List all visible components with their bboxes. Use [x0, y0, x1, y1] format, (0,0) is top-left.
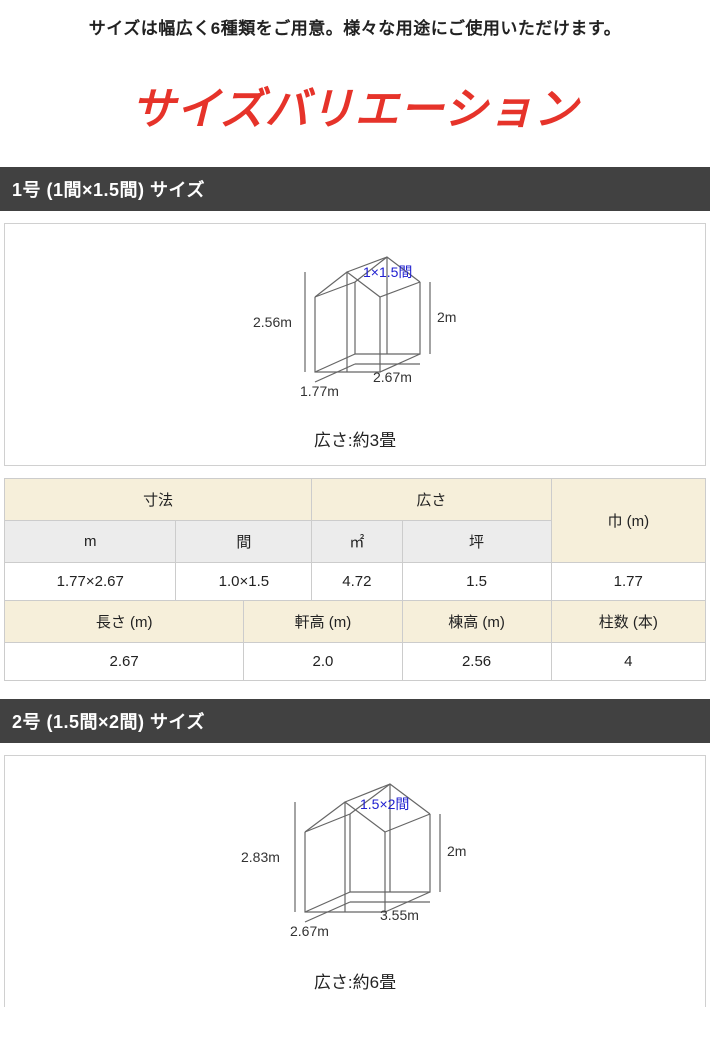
depth-2: 2.67m — [290, 923, 329, 939]
val-len: 2.67 — [5, 643, 244, 681]
val-m2: 4.72 — [312, 563, 402, 601]
val-m: 1.77×2.67 — [5, 563, 176, 601]
height-left-2: 2.83m — [241, 849, 280, 865]
sub-m2: ㎡ — [312, 521, 402, 563]
tent-diagram-size2: 1.5×2間 2.83m 2m 2.67m 3.55m — [195, 774, 515, 954]
hdr-ridge: 棟高 (m) — [402, 601, 551, 643]
area-caption-1: 広さ:約3畳 — [15, 426, 695, 451]
val-eave: 2.0 — [244, 643, 402, 681]
spec-table-size1: 寸法 広さ 巾 (m) m 間 ㎡ 坪 1.77×2.67 1.0×1.5 4.… — [4, 478, 706, 681]
hdr-posts: 柱数 (本) — [551, 601, 705, 643]
depth-1: 1.77m — [300, 383, 339, 399]
tent-diagram-size1: 1×1.5間 2.56m 2m 1.77m 2.67m — [205, 242, 505, 412]
hdr-eave: 軒高 (m) — [244, 601, 402, 643]
hdr-dim: 寸法 — [5, 479, 312, 521]
page-title: サイズバリエーション — [0, 49, 710, 167]
section-bar-size1: 1号 (1間×1.5間) サイズ — [0, 167, 710, 211]
hdr-area: 広さ — [312, 479, 551, 521]
val-posts: 4 — [551, 643, 705, 681]
sub-ken: 間 — [176, 521, 312, 563]
val-ken: 1.0×1.5 — [176, 563, 312, 601]
val-tsubo: 1.5 — [402, 563, 551, 601]
sub-tsubo: 坪 — [402, 521, 551, 563]
hdr-len: 長さ (m) — [5, 601, 244, 643]
val-haba: 1.77 — [551, 563, 705, 601]
height-left-1: 2.56m — [253, 314, 292, 330]
width-1: 2.67m — [373, 369, 412, 385]
height-right-1: 2m — [437, 309, 456, 325]
sub-m: m — [5, 521, 176, 563]
hdr-haba: 巾 (m) — [551, 479, 705, 563]
roof-label-2: 1.5×2間 — [360, 796, 409, 812]
roof-label-1: 1×1.5間 — [363, 264, 412, 280]
height-right-2: 2m — [447, 843, 466, 859]
val-ridge: 2.56 — [402, 643, 551, 681]
area-caption-2: 広さ:約6畳 — [15, 968, 695, 993]
diagram-panel-size1: 1×1.5間 2.56m 2m 1.77m 2.67m 広さ:約3畳 — [4, 223, 706, 466]
section-bar-size2: 2号 (1.5間×2間) サイズ — [0, 699, 710, 743]
diagram-panel-size2: 1.5×2間 2.83m 2m 2.67m 3.55m 広さ:約6畳 — [4, 755, 706, 1007]
intro-text: サイズは幅広く6種類をご用意。様々な用途にご使用いただけます。 — [0, 0, 710, 49]
width-2: 3.55m — [380, 907, 419, 923]
